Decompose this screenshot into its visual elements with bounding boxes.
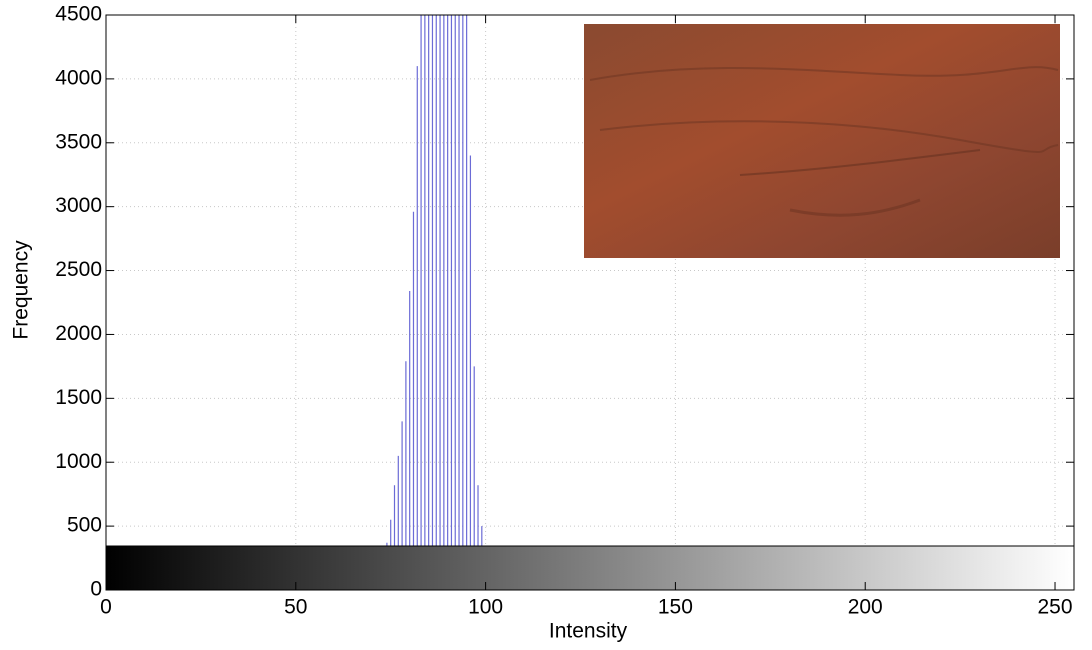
x-tick-label: 50 xyxy=(284,596,307,619)
intensity-colorbar xyxy=(105,545,1075,591)
y-tick-label: 1000 xyxy=(55,450,102,473)
x-tick-label: 250 xyxy=(1037,596,1072,619)
y-tick-label: 500 xyxy=(67,514,102,537)
y-tick-label: 4000 xyxy=(55,66,102,89)
y-tick-label: 0 xyxy=(90,578,102,601)
x-tick-label: 100 xyxy=(468,596,503,619)
y-tick-label: 3000 xyxy=(55,194,102,217)
plot-frame xyxy=(105,14,1075,591)
y-tick-label: 4500 xyxy=(55,3,102,26)
y-tick-label: 3500 xyxy=(55,130,102,153)
x-axis-label: Intensity xyxy=(549,620,628,643)
y-axis-label: Frequency xyxy=(10,240,33,340)
y-tick-label: 1500 xyxy=(55,386,102,409)
x-tick-label: 0 xyxy=(100,596,112,619)
y-tick-label: 2500 xyxy=(55,258,102,281)
x-tick-label: 150 xyxy=(658,596,693,619)
x-tick-label: 200 xyxy=(848,596,883,619)
image-inset xyxy=(584,24,1060,258)
y-tick-label: 2000 xyxy=(55,322,102,345)
